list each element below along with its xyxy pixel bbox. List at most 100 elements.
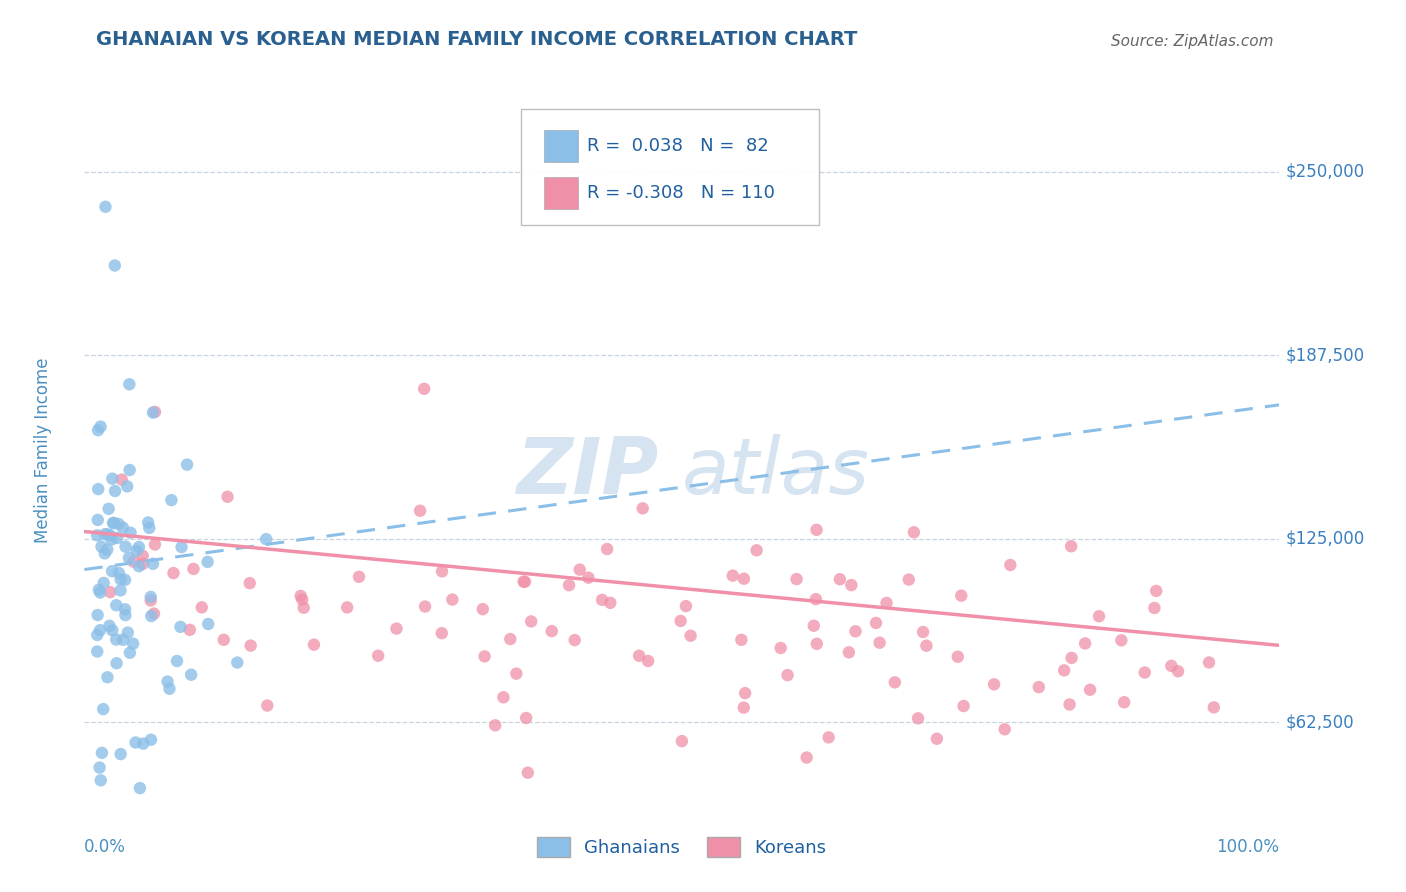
Point xyxy=(983,677,1005,691)
FancyBboxPatch shape xyxy=(520,109,820,225)
Text: R = -0.308   N = 110: R = -0.308 N = 110 xyxy=(588,184,775,202)
Point xyxy=(516,765,538,780)
Point xyxy=(107,516,129,531)
Point xyxy=(256,698,278,713)
Text: GHANAIAN VS KOREAN MEDIAN FAMILY INCOME CORRELATION CHART: GHANAIAN VS KOREAN MEDIAN FAMILY INCOME … xyxy=(96,29,858,49)
Point xyxy=(1143,601,1166,615)
Point xyxy=(596,542,619,557)
Point xyxy=(540,624,562,639)
Point xyxy=(591,592,613,607)
Point xyxy=(139,732,162,747)
Text: Median Family Income: Median Family Income xyxy=(34,358,52,543)
Point xyxy=(131,549,153,563)
Point xyxy=(90,746,114,760)
Point xyxy=(97,501,120,516)
Point xyxy=(796,750,818,764)
Point xyxy=(86,644,108,658)
Point xyxy=(94,546,117,560)
Point xyxy=(1060,651,1083,665)
Point xyxy=(179,623,201,637)
Point xyxy=(409,504,432,518)
Point xyxy=(136,516,159,530)
Point xyxy=(254,532,277,546)
Point xyxy=(128,559,150,574)
Point xyxy=(734,686,756,700)
Point xyxy=(86,528,108,542)
Point xyxy=(180,667,202,681)
Point xyxy=(911,625,934,640)
Point xyxy=(197,555,219,569)
Point xyxy=(806,637,828,651)
Point xyxy=(950,589,973,603)
Point xyxy=(239,576,262,591)
Point xyxy=(103,516,125,530)
Point xyxy=(385,622,408,636)
Point xyxy=(105,632,128,647)
Legend: Ghanaians, Koreans: Ghanaians, Koreans xyxy=(530,830,834,864)
Point xyxy=(98,528,121,542)
Point xyxy=(104,483,127,498)
Point xyxy=(671,734,693,748)
Point xyxy=(869,636,891,650)
Point xyxy=(865,615,887,630)
Point xyxy=(915,639,938,653)
Point xyxy=(90,540,112,554)
Point xyxy=(122,555,145,569)
Point xyxy=(1160,658,1182,673)
Text: Source: ZipAtlas.com: Source: ZipAtlas.com xyxy=(1111,34,1274,49)
Point xyxy=(166,654,188,668)
Point xyxy=(86,628,108,642)
Point xyxy=(1167,665,1189,679)
Point xyxy=(101,624,124,638)
Point xyxy=(86,607,108,622)
Point xyxy=(806,523,828,537)
Point xyxy=(430,626,453,640)
Text: 100.0%: 100.0% xyxy=(1216,838,1279,856)
Point xyxy=(217,490,239,504)
Point xyxy=(212,632,235,647)
Point xyxy=(183,562,205,576)
Point xyxy=(110,583,132,598)
Point xyxy=(776,668,799,682)
Point xyxy=(1060,539,1083,553)
Point xyxy=(226,656,249,670)
Text: $62,500: $62,500 xyxy=(1285,713,1354,731)
Point xyxy=(499,632,522,646)
Point xyxy=(897,573,920,587)
Point xyxy=(118,646,141,660)
Point xyxy=(1144,583,1167,598)
Text: $187,500: $187,500 xyxy=(1285,346,1365,364)
Point xyxy=(817,731,839,745)
Point xyxy=(844,624,866,639)
Point xyxy=(111,520,134,534)
Point xyxy=(118,377,141,392)
Point xyxy=(114,540,136,554)
Point xyxy=(1000,558,1022,572)
Point xyxy=(110,573,132,587)
Point xyxy=(733,700,755,714)
Point xyxy=(1111,633,1133,648)
Point xyxy=(568,563,591,577)
Point xyxy=(628,648,651,663)
Point xyxy=(101,516,124,530)
Point xyxy=(769,640,792,655)
Point xyxy=(883,675,905,690)
Point xyxy=(87,582,110,597)
Point xyxy=(87,423,110,437)
Point xyxy=(367,648,389,663)
Point xyxy=(117,625,139,640)
Point xyxy=(105,598,128,612)
Point xyxy=(156,674,179,689)
Point xyxy=(558,578,581,592)
Point xyxy=(141,609,163,624)
Point xyxy=(143,405,166,419)
Point xyxy=(118,463,141,477)
Point xyxy=(1059,698,1081,712)
Point xyxy=(143,607,166,621)
Point xyxy=(138,521,160,535)
Point xyxy=(1133,665,1156,680)
Point xyxy=(903,525,925,540)
Point xyxy=(90,419,112,434)
Point xyxy=(132,557,155,571)
Point xyxy=(87,482,110,496)
